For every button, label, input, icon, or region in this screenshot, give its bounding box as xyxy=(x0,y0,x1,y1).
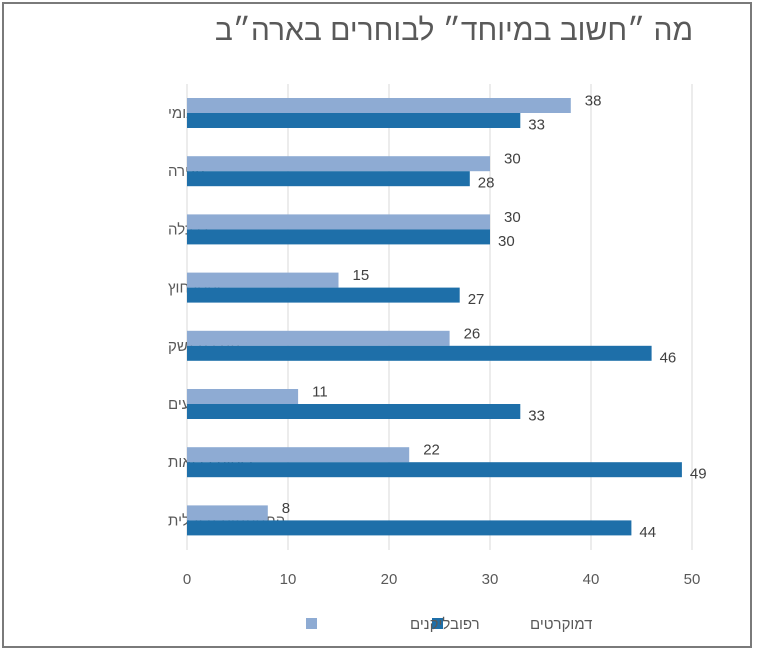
bar-democrats xyxy=(187,345,652,361)
legend-label: רפובליקנים xyxy=(410,616,480,633)
bar-republicans xyxy=(187,272,339,288)
bar-republicans xyxy=(187,214,490,230)
data-label: 22 xyxy=(423,442,440,459)
x-tick-label: 0 xyxy=(183,571,191,588)
data-label: 44 xyxy=(639,524,656,541)
bar-republicans xyxy=(187,389,299,404)
bar-democrats xyxy=(187,287,460,303)
chart-frame xyxy=(2,2,752,648)
data-label: 27 xyxy=(468,291,485,308)
data-label: 30 xyxy=(504,151,521,168)
data-label: 46 xyxy=(660,349,677,366)
bar-republicans xyxy=(187,330,450,346)
bar-democrats xyxy=(187,171,470,187)
legend-label: דמוקרטים xyxy=(530,616,593,633)
data-label: 30 xyxy=(498,233,515,250)
bar-republicans xyxy=(187,98,571,113)
data-label: 30 xyxy=(504,209,521,226)
x-tick-label: 20 xyxy=(381,571,398,588)
legend-swatch xyxy=(306,618,317,629)
bar-republicans xyxy=(187,156,490,172)
data-label: 38 xyxy=(585,93,602,110)
data-label: 33 xyxy=(528,117,545,134)
data-label: 26 xyxy=(464,325,481,342)
data-label: 49 xyxy=(690,466,707,483)
x-tick-label: 50 xyxy=(684,571,701,588)
chart-title: מה ״חשוב במיוחד״ לבוחרים בארה״ב xyxy=(214,14,694,47)
x-tick-label: 10 xyxy=(280,571,297,588)
bar-democrats xyxy=(187,229,490,245)
legend-swatch xyxy=(432,618,443,629)
bar-republicans xyxy=(187,447,410,463)
data-label: 33 xyxy=(528,408,545,425)
data-label: 11 xyxy=(312,384,328,401)
bar-democrats xyxy=(187,520,632,536)
bar-republicans xyxy=(187,505,268,521)
bar-democrats xyxy=(187,462,682,478)
data-label: 28 xyxy=(478,175,495,192)
data-label: 15 xyxy=(353,267,370,284)
data-label: 8 xyxy=(282,500,290,517)
bar-democrats xyxy=(187,404,521,419)
bar-democrats xyxy=(187,113,521,128)
x-tick-label: 40 xyxy=(583,571,600,588)
x-tick-label: 30 xyxy=(482,571,499,588)
